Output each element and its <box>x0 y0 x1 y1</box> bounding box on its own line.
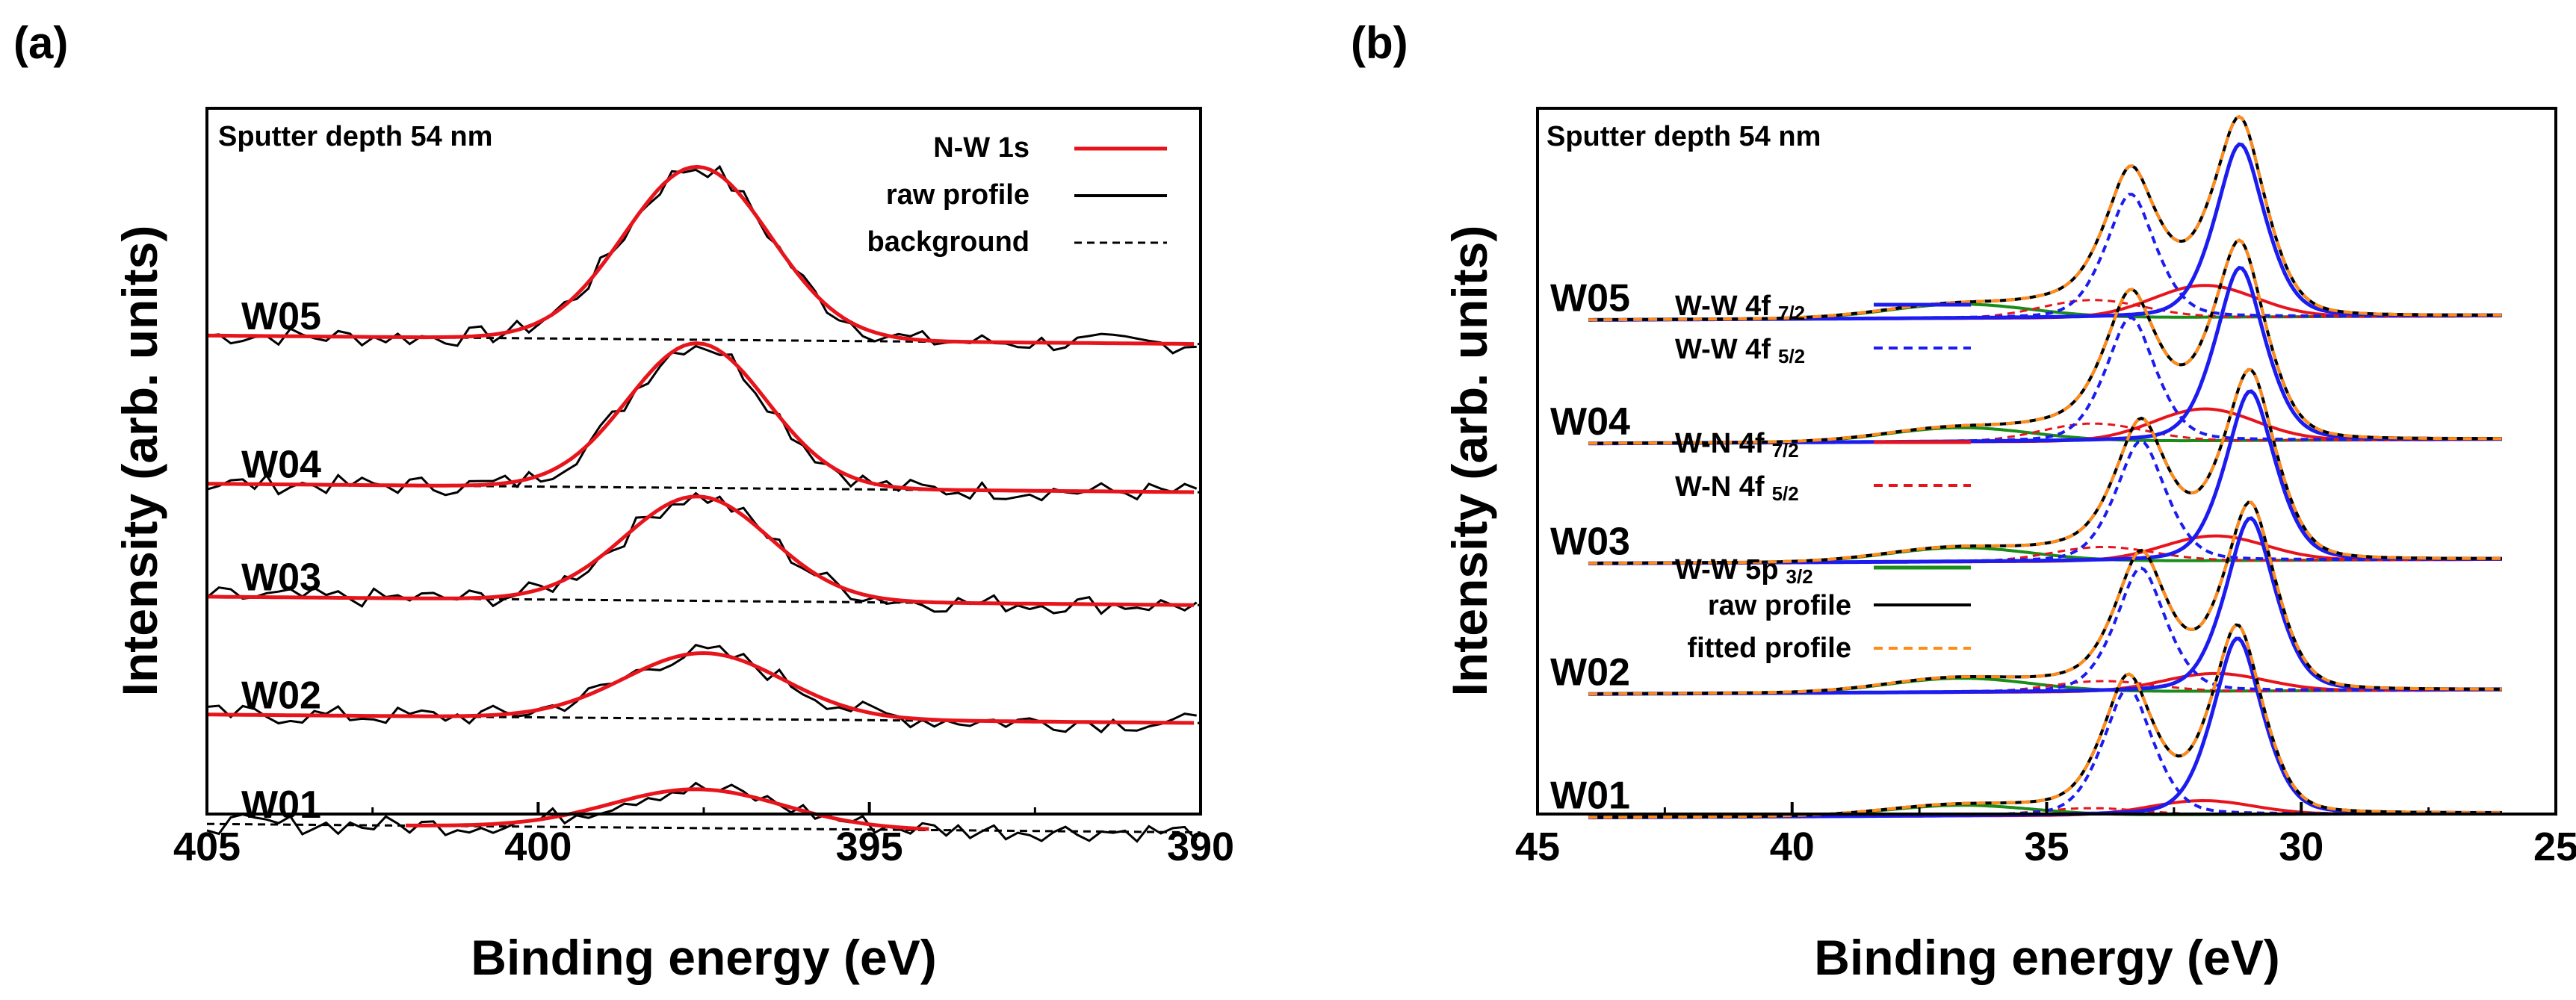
panel-a-x-tick-label-405: 405 <box>173 824 241 869</box>
panel-a-x-axis-title: Binding energy (eV) <box>471 930 936 985</box>
ww-4f52-w01 <box>1588 686 2502 819</box>
panel-label-b: (b) <box>1351 18 1408 68</box>
raw-profile-w03 <box>1588 367 2502 565</box>
n-w-1s-fit-w02 <box>207 650 1195 725</box>
panel-a-sputter-depth: Sputter depth 54 nm <box>218 121 492 152</box>
panel-a-x-tick-label-395: 395 <box>836 824 903 869</box>
n-w-1s-fit-w05 <box>206 164 1195 347</box>
ww-4f52-w03 <box>1588 439 2502 565</box>
sample-label-a-w04: W04 <box>241 443 321 486</box>
series-a-w03: W03 <box>206 491 1201 615</box>
legend-label-ww-5p32: W-W 5p 3/2 <box>1675 554 1813 588</box>
legend-label-ww-4f72: W-W 4f 7/2 <box>1675 291 1805 324</box>
legend-sub-wn-4f72: 7/2 <box>1772 439 1799 462</box>
series-a-w05: W05 <box>206 164 1201 355</box>
panel-a-y-axis-title: Intensity (arb. units) <box>112 226 167 697</box>
legend-label-wn-4f52: W-N 4f 5/2 <box>1675 471 1799 505</box>
legend-sub-wn-4f52: 5/2 <box>1772 482 1799 505</box>
sample-label-b-w02: W02 <box>1550 650 1630 694</box>
panel-b-x-tick-label-40: 40 <box>1770 824 1815 869</box>
legend-label-n-w-1s: N-W 1s <box>933 132 1030 164</box>
panel-b-sputter-depth: Sputter depth 54 nm <box>1546 121 1821 152</box>
legend-label-ww-4f52: W-W 4f 5/2 <box>1675 334 1805 367</box>
panel-b-series: W05 W04 W03 W02 W01 <box>1550 114 2502 820</box>
sample-label-b-w04: W04 <box>1550 400 1630 444</box>
raw-profile-w03 <box>206 491 1198 615</box>
sample-label-b-w05: W05 <box>1550 277 1630 320</box>
legend-label-wn-4f72: W-N 4f 7/2 <box>1675 428 1799 462</box>
panel-a-x-tick-label-400: 400 <box>504 824 572 869</box>
sample-label-b-w03: W03 <box>1550 521 1630 564</box>
legend-sub-ww-4f52: 5/2 <box>1778 345 1805 367</box>
legend-label-raw-profile-b: raw profile <box>1708 590 1851 621</box>
panel-b-x-axis-title: Binding energy (eV) <box>1814 930 2279 985</box>
panel-a-x-tick-label-390: 390 <box>1167 824 1234 869</box>
panel-b-y-axis-title: Intensity (arb. units) <box>1442 226 1497 697</box>
panel-b-x-tick-label-45: 45 <box>1515 824 1560 869</box>
series-b-w03: W03 <box>1550 367 2502 565</box>
panel-b-x-tick-label-25: 25 <box>2533 824 2576 869</box>
series-a-w01: W01 <box>206 781 1201 843</box>
sample-label-a-w01: W01 <box>241 783 321 827</box>
raw-profile-w02 <box>206 644 1197 734</box>
panel-b-legend: W-W 4f 7/2 W-W 4f 5/2 W-N 4f 7/2 W-N 4f 5/2 … <box>1675 291 1971 664</box>
legend-label-raw-profile: raw profile <box>886 179 1030 211</box>
fitted-profile-w02 <box>1588 500 2502 696</box>
sample-label-a-w03: W03 <box>241 556 321 600</box>
panel-a-frame <box>205 107 1202 816</box>
sample-label-b-w01: W01 <box>1550 774 1630 818</box>
legend-label-fitted-profile: fitted profile <box>1687 633 1851 664</box>
series-b-w04: W04 <box>1550 238 2502 446</box>
ww-4f72-w01 <box>1588 636 2502 820</box>
legend-text-wn-4f52: W-N 4f <box>1675 471 1765 503</box>
series-a-w02: W02 <box>206 644 1201 734</box>
raw-profile-w05 <box>206 164 1197 355</box>
panel-a-x-ticks: 405 400 395 390 <box>173 802 1234 869</box>
n-w-1s-fit-w01 <box>405 787 929 831</box>
legend-sub-ww-4f72: 7/2 <box>1778 302 1805 324</box>
panel-label-a: (a) <box>13 18 68 68</box>
fitted-profile-w03 <box>1588 367 2502 565</box>
background-w01 <box>206 822 1201 834</box>
legend-text-wn-4f72: W-N 4f <box>1675 428 1765 459</box>
fitted-profile-w04 <box>1588 238 2502 445</box>
panel-a-series: W05 W04 W03 W02 W01 <box>206 164 1201 843</box>
raw-profile-w01 <box>206 781 1198 843</box>
panel-b-x-ticks: 45 40 35 30 25 <box>1515 802 2576 869</box>
series-a-w04: W04 <box>206 341 1201 502</box>
legend-text-ww-5p32: W-W 5p <box>1675 554 1779 586</box>
panel-b-x-tick-label-35: 35 <box>2024 824 2069 869</box>
sample-label-a-w05: W05 <box>241 295 321 338</box>
fitted-profile-w05 <box>1588 114 2502 322</box>
series-b-w05: W05 <box>1550 114 2502 322</box>
sample-label-a-w02: W02 <box>241 674 321 717</box>
panel-b-frame <box>1536 107 2557 816</box>
legend-text-ww-4f52: W-W 4f <box>1675 334 1771 365</box>
panel-b-x-tick-label-30: 30 <box>2279 824 2323 869</box>
panel-a-legend: N-W 1s raw profile background <box>867 132 1167 258</box>
n-w-1s-fit-w03 <box>206 494 1195 607</box>
raw-profile-w04 <box>206 344 1198 502</box>
n-w-1s-fit-w04 <box>206 341 1195 494</box>
legend-text-ww-4f72: W-W 4f <box>1675 291 1771 322</box>
series-b-w02: W02 <box>1550 500 2502 696</box>
legend-sub-ww-5p32: 3/2 <box>1786 565 1813 588</box>
legend-label-background: background <box>867 226 1030 258</box>
fitted-profile-w01 <box>1588 623 2502 819</box>
